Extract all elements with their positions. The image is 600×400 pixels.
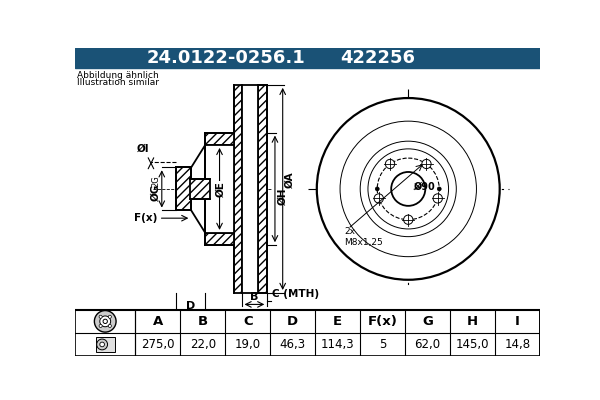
Circle shape	[368, 149, 449, 229]
Text: 114,3: 114,3	[321, 338, 355, 351]
Circle shape	[97, 339, 107, 350]
Text: Ø90: Ø90	[413, 182, 436, 192]
Bar	[205, 145, 234, 233]
Circle shape	[99, 315, 102, 318]
Text: D: D	[287, 315, 298, 328]
Text: C (MTH): C (MTH)	[272, 289, 319, 299]
Bar	[234, 85, 242, 293]
Bar	[242, 85, 258, 293]
Circle shape	[108, 324, 112, 328]
Bar	[190, 179, 210, 199]
Bar	[205, 233, 234, 245]
Circle shape	[385, 159, 395, 169]
Text: 5: 5	[379, 338, 386, 351]
Circle shape	[437, 187, 441, 191]
Circle shape	[100, 342, 104, 347]
Text: B: B	[250, 292, 259, 302]
Text: 46,3: 46,3	[280, 338, 306, 351]
Circle shape	[404, 215, 413, 224]
Text: B: B	[198, 315, 208, 328]
Text: D: D	[186, 301, 195, 311]
Bar	[96, 337, 115, 352]
Text: F(x): F(x)	[368, 315, 398, 328]
Text: ØG: ØG	[150, 184, 160, 201]
Bar	[75, 48, 540, 68]
Text: C: C	[243, 315, 253, 328]
Circle shape	[317, 98, 500, 280]
Text: Illustration similar: Illustration similar	[77, 78, 160, 87]
Text: 145,0: 145,0	[456, 338, 490, 351]
Text: 422256: 422256	[340, 49, 415, 67]
Bar	[205, 133, 234, 145]
Circle shape	[376, 187, 379, 191]
Text: Abbildung ähnlich: Abbildung ähnlich	[77, 71, 159, 80]
Circle shape	[103, 319, 107, 324]
Text: A: A	[153, 315, 163, 328]
Circle shape	[108, 315, 112, 318]
Text: ØH: ØH	[277, 188, 287, 205]
Text: 62,0: 62,0	[415, 338, 440, 351]
Text: G: G	[422, 315, 433, 328]
Circle shape	[99, 324, 102, 328]
Bar	[258, 85, 267, 293]
Circle shape	[374, 194, 383, 203]
Circle shape	[100, 316, 110, 327]
Text: H: H	[467, 315, 478, 328]
Text: 2G: 2G	[151, 175, 160, 187]
Text: 275,0: 275,0	[141, 338, 175, 351]
Text: 19,0: 19,0	[235, 338, 261, 351]
Text: 24.0122-0256.1: 24.0122-0256.1	[147, 49, 305, 67]
Circle shape	[433, 194, 442, 203]
Text: ØE: ØE	[215, 181, 226, 197]
Text: 2x
M8x1,25: 2x M8x1,25	[344, 228, 383, 247]
Bar	[176, 167, 191, 210]
Text: ØI: ØI	[137, 144, 149, 154]
Circle shape	[94, 310, 116, 332]
Text: E: E	[333, 315, 342, 328]
Text: 22,0: 22,0	[190, 338, 216, 351]
Circle shape	[340, 121, 476, 257]
Circle shape	[422, 159, 431, 169]
Bar	[75, 310, 540, 356]
Text: F(x): F(x)	[134, 213, 157, 223]
Circle shape	[391, 172, 425, 206]
Text: 14,8: 14,8	[505, 338, 530, 351]
Circle shape	[360, 141, 457, 237]
Text: I: I	[515, 315, 520, 328]
Text: ØA: ØA	[285, 171, 295, 188]
